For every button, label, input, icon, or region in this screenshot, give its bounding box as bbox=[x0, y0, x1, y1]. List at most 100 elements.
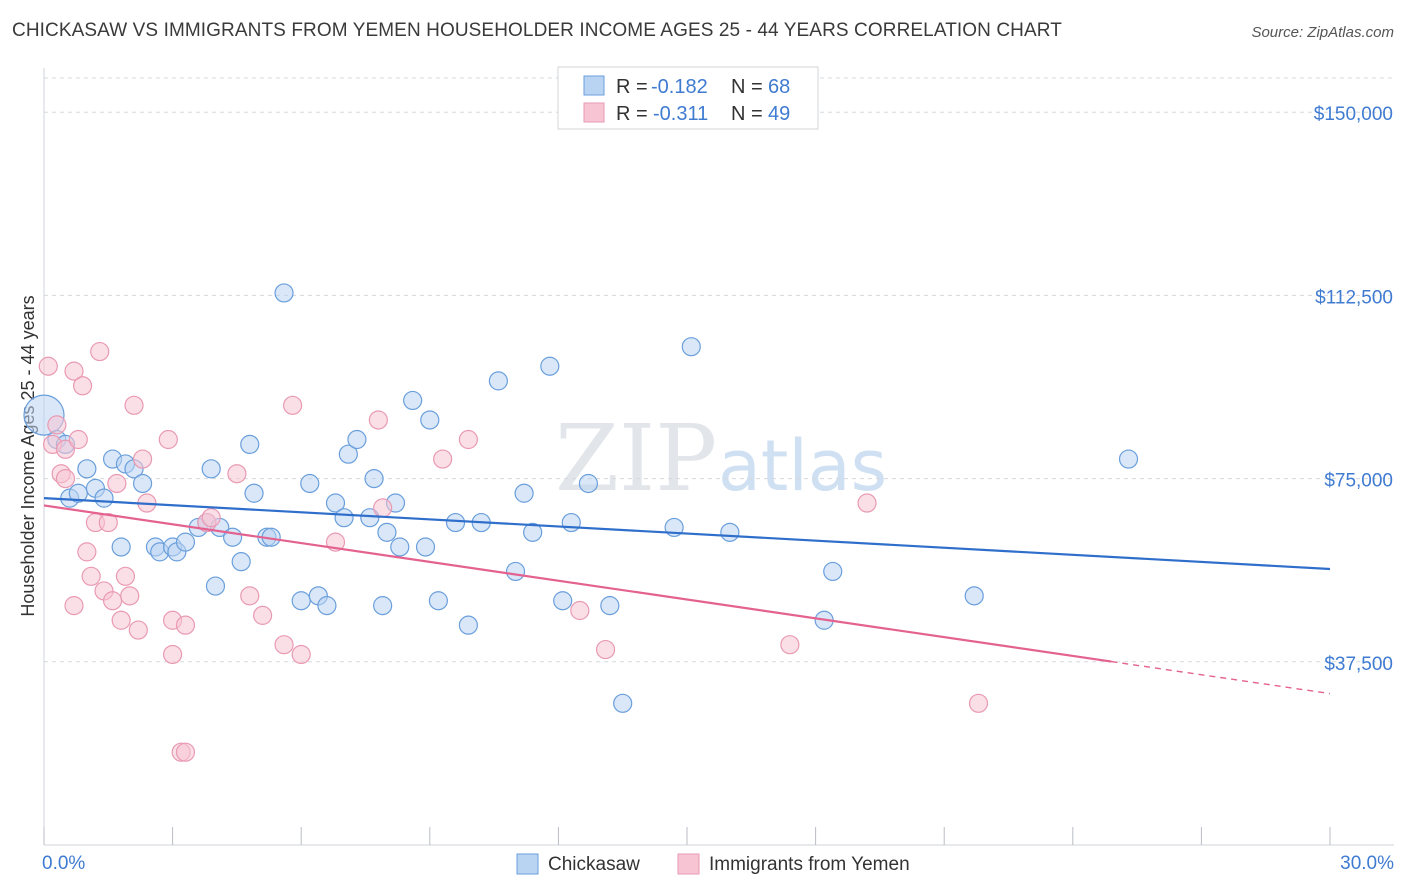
chickasaw-point bbox=[561, 512, 581, 533]
y-tick-label: $112,500 bbox=[1315, 287, 1393, 308]
yemen-point bbox=[115, 566, 136, 586]
yemen-point bbox=[55, 439, 76, 459]
watermark-zip: ZIP bbox=[555, 405, 717, 512]
yemen-point bbox=[857, 493, 877, 513]
trend-lines bbox=[43, 497, 1331, 695]
chickasaw-point bbox=[578, 473, 599, 494]
chickasaw-point bbox=[720, 522, 740, 542]
chickasaw-point bbox=[201, 459, 221, 479]
yemen-point bbox=[595, 639, 616, 660]
yemen-point bbox=[570, 600, 590, 621]
yemen-point bbox=[253, 605, 273, 625]
chickasaw-point bbox=[428, 591, 448, 611]
chickasaw-point bbox=[334, 508, 354, 528]
yemen-point bbox=[47, 415, 67, 435]
y-axis-label: Householder Income Ages 25 - 44 years bbox=[18, 295, 38, 616]
yemen-point bbox=[77, 542, 97, 562]
yemen-point bbox=[102, 591, 123, 611]
chickasaw-point bbox=[553, 591, 573, 611]
yemen-point bbox=[64, 596, 84, 616]
legend-r-value-2: -0.311 bbox=[653, 103, 708, 125]
chickasaw-point bbox=[274, 283, 294, 303]
chickasaw-point bbox=[223, 527, 243, 547]
yemen-point bbox=[163, 644, 183, 665]
chickasaw-point bbox=[317, 596, 337, 616]
chickasaw-point bbox=[613, 693, 633, 713]
chickasaw-point bbox=[681, 337, 701, 357]
chickasaw-point bbox=[94, 488, 114, 508]
yemen-point bbox=[132, 449, 153, 469]
yemen-point bbox=[72, 376, 93, 396]
bottom-legend-label-chickasaw: Chickasaw bbox=[548, 854, 640, 875]
yemen-point bbox=[201, 508, 221, 528]
chickasaw-point bbox=[338, 444, 358, 464]
yemen-point bbox=[38, 356, 58, 376]
chart-title: CHICKASAW VS IMMIGRANTS FROM YEMEN HOUSE… bbox=[12, 20, 1062, 41]
yemen-point bbox=[373, 498, 393, 518]
chickasaw-point bbox=[244, 483, 264, 503]
yemen-trend-line bbox=[43, 504, 1112, 663]
yemen-point bbox=[968, 693, 989, 713]
legend-r-label-1: R = bbox=[616, 76, 653, 98]
chickasaw-point bbox=[377, 522, 397, 542]
yemen-point bbox=[81, 566, 101, 586]
yemen-point bbox=[64, 361, 84, 381]
chickasaw-point bbox=[420, 410, 440, 430]
legend-n-label-1: N = bbox=[731, 76, 768, 98]
chickasaw-point bbox=[600, 596, 620, 616]
legend-r-label-2: R = bbox=[616, 103, 653, 125]
chickasaw-point bbox=[964, 586, 984, 606]
y-tick-label: $37,500 bbox=[1324, 654, 1393, 675]
legend-swatch-blue bbox=[583, 75, 605, 96]
yemen-point bbox=[283, 395, 303, 415]
yemen-point bbox=[90, 341, 110, 362]
yemen-point bbox=[368, 410, 388, 430]
yemen-point bbox=[128, 620, 148, 640]
legend-n-value-2: 49 bbox=[768, 103, 790, 125]
bottom-legend-swatch-pink bbox=[677, 853, 700, 875]
yemen-point bbox=[780, 635, 800, 655]
source-credit: Source: ZipAtlas.com bbox=[1251, 24, 1394, 41]
chickasaw-point bbox=[514, 483, 534, 503]
bottom-legend-swatch-blue bbox=[516, 853, 539, 875]
chickasaw-point bbox=[458, 615, 478, 635]
chickasaw-point bbox=[132, 473, 153, 494]
y-tick-label: $150,000 bbox=[1314, 104, 1393, 125]
chickasaw-point bbox=[540, 356, 560, 376]
chickasaw-point bbox=[488, 371, 508, 391]
yemen-point bbox=[291, 644, 311, 665]
x-tick-label-min: 0.0% bbox=[42, 853, 85, 874]
chickasaw-point bbox=[415, 537, 436, 557]
series-legend: Chickasaw Immigrants from Yemen bbox=[516, 853, 910, 875]
x-ticks bbox=[43, 827, 1331, 845]
yemen-point bbox=[68, 429, 88, 450]
chickasaw-point bbox=[523, 522, 543, 542]
chickasaw-point bbox=[231, 552, 251, 572]
yemen-point bbox=[124, 395, 144, 415]
chickasaw-point bbox=[390, 537, 410, 557]
y-tick-label: $75,000 bbox=[1324, 471, 1393, 492]
chickasaw-point bbox=[291, 591, 311, 611]
chickasaw-point bbox=[175, 532, 196, 552]
yemen-trend-line-extension bbox=[1111, 660, 1331, 695]
chickasaw-point bbox=[445, 512, 466, 533]
chickasaw-point bbox=[347, 429, 367, 450]
yemen-point bbox=[458, 429, 478, 450]
chickasaw-point bbox=[111, 537, 131, 557]
axes bbox=[43, 68, 1394, 846]
yemen-point bbox=[55, 468, 76, 489]
legend-n-label-2: N = bbox=[731, 103, 768, 125]
yemen-point bbox=[98, 512, 118, 533]
chickasaw-point bbox=[505, 561, 526, 582]
legend-swatch-pink bbox=[583, 102, 605, 123]
y-tick-labels: $37,500 $75,000 $112,500 $150,000 bbox=[1314, 104, 1393, 675]
series-yemen-points bbox=[38, 341, 989, 762]
yemen-point bbox=[274, 635, 294, 655]
chickasaw-point bbox=[205, 576, 226, 596]
chickasaw-point bbox=[823, 561, 843, 582]
chickasaw-point bbox=[403, 390, 423, 411]
yemen-point bbox=[158, 429, 178, 450]
yemen-point bbox=[433, 449, 453, 469]
x-tick-label-max: 30.0% bbox=[1340, 853, 1394, 874]
